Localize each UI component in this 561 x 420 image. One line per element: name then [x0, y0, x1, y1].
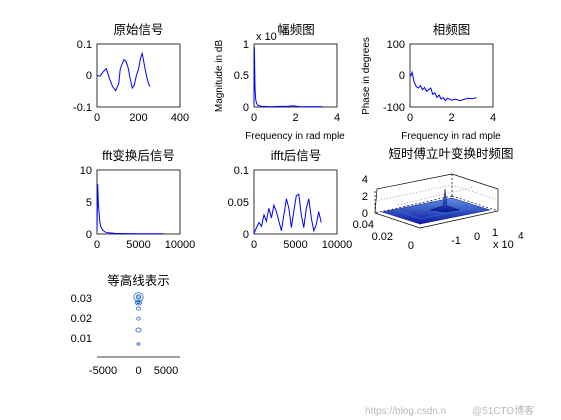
y-ticks: -0.1 0 0.1	[73, 39, 92, 114]
watermark-brand: @51CTO博客	[472, 404, 534, 417]
x-tick-label: 0	[407, 112, 413, 124]
exponent-superscript: 4	[518, 231, 524, 242]
y-tick-label: 0.02	[71, 313, 92, 325]
subplot-title: fft变换后信号	[102, 148, 175, 163]
z-tick-label: 2	[362, 191, 368, 203]
y-tick-label: 0	[399, 70, 405, 82]
y-axis-label: Phase in degrees	[361, 37, 372, 115]
x-tick-label: -1	[451, 235, 461, 247]
subplot-stft-surface: 短时傅立叶变换时频图 4 2 0 0.04 0.02 0 -1 0 1 x 10…	[353, 146, 524, 252]
plot-box	[409, 43, 494, 108]
contour-ring	[135, 327, 142, 333]
subplot-title: 等高线表示	[107, 273, 170, 288]
y-tick-label: 0.01	[71, 333, 92, 345]
y-tick-label: 0.1	[77, 39, 92, 51]
subplot-phase: 相频图 0 2 4 -100 0 100 Frequency in rad mp…	[361, 23, 501, 142]
y-tick-label: 0	[408, 240, 414, 252]
x-tick-label: 400	[171, 112, 189, 124]
contour-ring	[136, 342, 141, 346]
surface-peak	[429, 188, 461, 213]
subplot-contour: 等高线表示 -5000 0 5000 0.01 0.02 0.03	[71, 273, 180, 377]
subplot-title: 幅频图	[277, 22, 315, 37]
y-tick-label: 100	[387, 39, 405, 51]
series-line	[96, 184, 164, 235]
contour-ring	[134, 299, 143, 306]
x-tick-label: 5000	[126, 239, 150, 251]
subplot-fft: fft变换后信号 0 5000 10000 0 5 10	[80, 148, 196, 251]
x-tick-label: 2	[292, 112, 298, 124]
plot-box	[96, 43, 181, 108]
y-tick-label: 0.02	[372, 231, 393, 243]
x-axis-label: Frequency in rad mple	[401, 131, 501, 142]
x-axis-label: Frequency in rad mple	[245, 131, 345, 142]
y-tick-label: -0.1	[73, 102, 92, 114]
x-tick-label: 0	[251, 112, 257, 124]
x-ticks: 0 200 400	[94, 112, 189, 124]
y-tick-label: 0.1	[234, 165, 249, 177]
subplot-title: 短时傅立叶变换时频图	[388, 146, 513, 161]
y-tick-label: -100	[383, 102, 405, 114]
surface-mesh	[394, 200, 476, 220]
subplot-title: 原始信号	[113, 23, 163, 37]
y-tick-label: 1	[243, 39, 249, 51]
x-tick-label: -5000	[89, 365, 117, 377]
y-tick-label: 0	[86, 229, 92, 241]
y-tick-label: 0.05	[228, 197, 249, 209]
x-tick-label: 0	[474, 231, 480, 243]
x-tick-label: 1	[492, 227, 498, 239]
z-tick-label: 4	[362, 174, 368, 186]
grid-line	[374, 184, 453, 202]
exponent-label: x 10	[493, 239, 514, 251]
contour-ring-inner	[135, 294, 142, 300]
box-edge	[451, 195, 499, 212]
subplot-title: ifft后信号	[271, 149, 321, 163]
x-tick-label: 0	[94, 112, 100, 124]
exponent-label: x 10	[256, 31, 277, 43]
x-tick-label: 4	[334, 112, 340, 124]
x-tick-label: 0	[94, 239, 100, 251]
subplot-title: 相频图	[433, 23, 471, 37]
watermark-url: https://blog.csdn.n	[365, 406, 446, 417]
y-axis-label: Magnitude in dB	[214, 40, 225, 113]
subplot-original-signal: 原始信号 0 200 400 -0.1 0 0.1	[73, 23, 189, 124]
y-tick-label: 0.5	[234, 70, 249, 82]
x-tick-label: 5000	[154, 365, 178, 377]
z-tick-label: 0	[362, 208, 368, 220]
contour-ring-inner	[136, 301, 141, 305]
subplot-ifft: ifft后信号 0 5000 10000 0 0.05 0.1	[228, 149, 353, 251]
plot-box	[96, 169, 181, 235]
x-tick-label: 4	[490, 112, 496, 124]
exponent-superscript: 4	[282, 26, 288, 37]
y-tick-label: 5	[86, 197, 92, 209]
series-line	[253, 47, 323, 108]
y-tick-label: 0.03	[71, 293, 92, 305]
subplot-magnitude: 幅频图 x 10 4 0 2 4 0 0.5 1 Frequency in ra…	[214, 22, 345, 142]
x-tick-label: 10000	[322, 239, 353, 251]
x-tick-label: 10000	[165, 239, 196, 251]
y-tick-label: 0	[243, 102, 249, 114]
contour-ring	[136, 306, 141, 311]
y-tick-label: 0	[243, 229, 249, 241]
plot-box	[253, 43, 338, 108]
y-tick-label: 0	[86, 70, 92, 82]
y-tick-label: 10	[80, 165, 92, 177]
series-line	[96, 51, 151, 92]
series-line	[409, 70, 477, 102]
box-edge	[374, 195, 453, 214]
grid-line	[451, 184, 499, 201]
contour-blobs	[133, 292, 144, 346]
x-tick-label: 200	[129, 112, 147, 124]
x-tick-label: 0	[251, 239, 257, 251]
grid-line	[397, 186, 475, 206]
series-line	[253, 193, 322, 234]
contour-ring	[136, 316, 141, 321]
x-tick-label: 5000	[283, 239, 307, 251]
x-tick-label: 2	[448, 112, 454, 124]
y-tick-label: 0.04	[353, 219, 374, 231]
x-tick-label: 0	[135, 365, 141, 377]
3d-box	[374, 173, 499, 229]
